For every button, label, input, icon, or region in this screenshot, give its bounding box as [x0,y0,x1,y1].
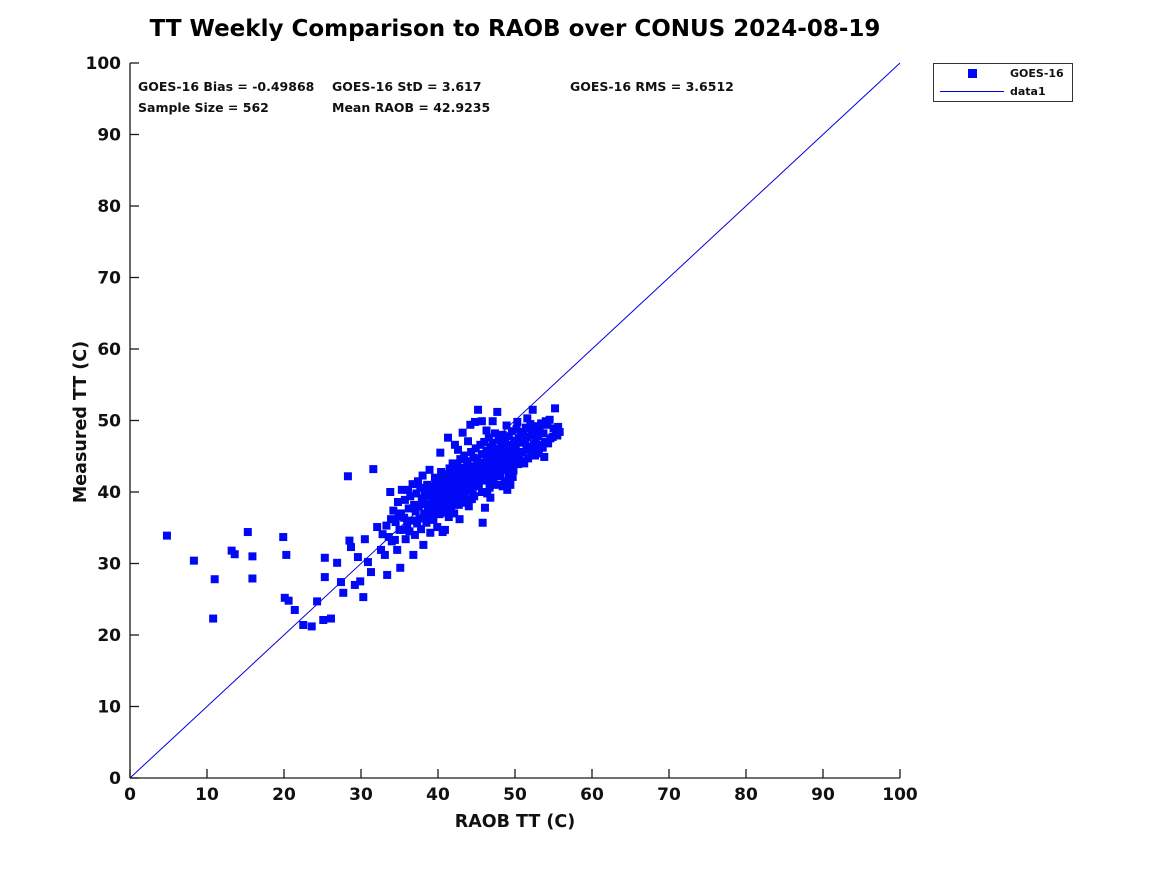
svg-text:90: 90 [97,126,121,146]
svg-text:40: 40 [426,785,450,805]
stat-bias: GOES-16 Bias = -0.49868 [138,79,315,94]
stat-mean-raob: Mean RAOB = 42.9235 [332,100,491,115]
goes16-marker-icon [967,69,977,78]
legend-item-goes16: GOES-16 [934,65,1072,82]
svg-text:50: 50 [97,412,121,432]
legend-label-goes16: GOES-16 [1010,67,1064,80]
svg-text:30: 30 [349,785,373,805]
chart-title: TT Weekly Comparison to RAOB over CONUS … [149,16,881,42]
svg-text:0: 0 [124,785,136,805]
y-axis-label: Measured TT (C) [71,340,91,504]
svg-text:90: 90 [811,785,835,805]
svg-text:10: 10 [97,698,121,718]
svg-text:10: 10 [195,785,219,805]
svg-text:70: 70 [97,269,121,289]
x-axis-label: RAOB TT (C) [454,812,576,832]
stat-rms: GOES-16 RMS = 3.6512 [570,79,734,94]
stat-sample-size: Sample Size = 562 [138,100,269,115]
svg-text:60: 60 [580,785,604,805]
svg-text:80: 80 [734,785,758,805]
svg-text:20: 20 [272,785,296,805]
svg-text:50: 50 [503,785,527,805]
svg-text:60: 60 [97,340,121,360]
svg-text:100: 100 [86,54,122,74]
svg-text:70: 70 [657,785,681,805]
svg-text:40: 40 [97,483,121,503]
legend-box: GOES-16 data1 [933,63,1073,102]
legend-label-data1: data1 [1010,85,1046,98]
svg-text:100: 100 [882,785,918,805]
data1-line-icon [940,91,1004,92]
svg-text:20: 20 [97,626,121,646]
svg-text:80: 80 [97,197,121,217]
legend-item-data1: data1 [934,83,1072,100]
svg-text:30: 30 [97,555,121,575]
svg-text:0: 0 [109,769,121,789]
stat-std: GOES-16 StD = 3.617 [332,79,482,94]
legend-square-marker-icon [934,69,1010,78]
legend-line-sample-icon [934,91,1010,92]
